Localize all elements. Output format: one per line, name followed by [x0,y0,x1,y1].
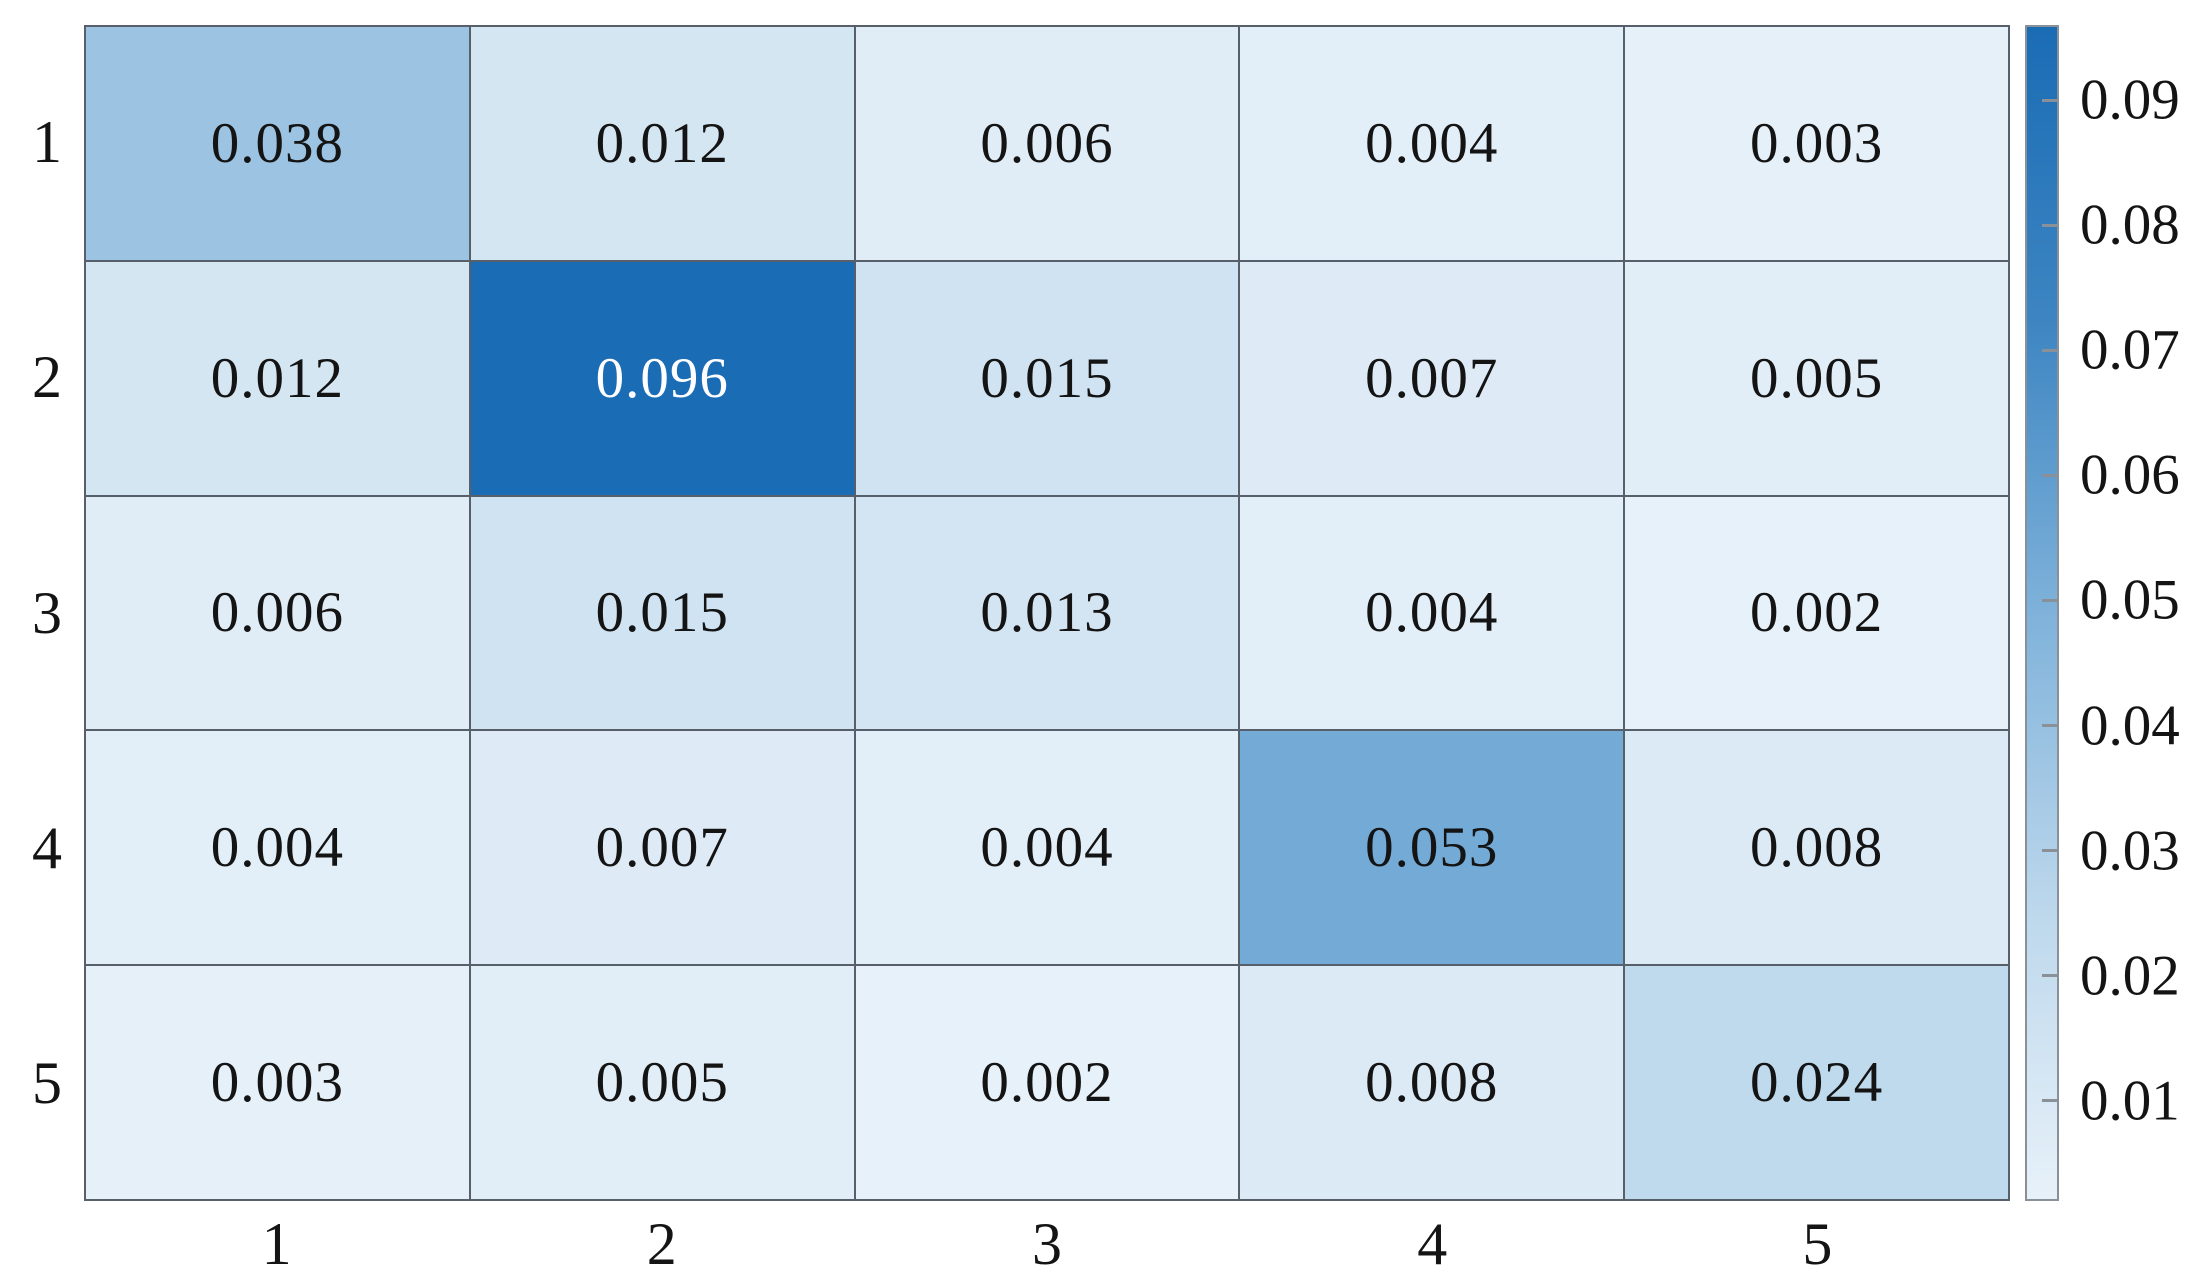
colorbar-tick-label: 0.02 [2080,944,2180,1008]
colorbar-tick [2042,98,2057,102]
x-axis-tick-label: 3 [1032,1210,1062,1277]
colorbar-tick [2042,849,2057,853]
colorbar-tick-label: 0.09 [2080,68,2180,132]
colorbar-tick-label: 0.06 [2080,443,2180,507]
heatmap-cell: 0.004 [1240,27,1624,260]
heatmap-cell: 0.004 [86,731,469,965]
y-axis-labels: 1 2 3 4 5 [0,25,70,1201]
colorbar-tick [2042,598,2057,602]
colorbar-tick-label: 0.01 [2080,1069,2180,1133]
x-axis-tick-label: 4 [1417,1210,1448,1277]
heatmap-cell: 0.004 [855,731,1239,965]
x-axis-tick-label: 5 [1802,1210,1833,1277]
colorbar-tick-label: 0.04 [2080,694,2180,758]
heatmap-cell: 0.007 [1240,261,1624,495]
heatmap-cell: 0.038 [86,27,469,260]
colorbar-gradient [2025,25,2059,1201]
heatmap-cell: 0.015 [855,261,1239,495]
heatmap-cell: 0.012 [86,261,469,495]
colorbar-tick-label: 0.03 [2080,819,2180,883]
colorbar-tick [2042,724,2057,728]
colorbar-tick-label: 0.05 [2080,568,2180,632]
heatmap-cell: 0.004 [1240,496,1624,730]
colorbar-tick [2042,473,2057,477]
heatmap-grid: 0.038 0.012 0.006 0.004 0.003 0.012 0.096 0.015… [84,25,2010,1201]
heatmap-cell: 0.003 [86,966,469,1199]
heatmap-cell: 0.005 [1625,261,2008,495]
y-axis-tick-label: 3 [32,579,62,646]
heatmap-cell: 0.013 [855,496,1239,730]
heatmap-cell: 0.008 [1625,731,2008,965]
colorbar-tick-label: 0.08 [2080,193,2180,257]
heatmap-cell: 0.006 [86,496,469,730]
x-axis-tick-label: 1 [261,1210,292,1277]
colorbar-tick-label: 0.07 [2080,318,2180,382]
heatmap-cell: 0.006 [855,27,1239,260]
y-axis-tick-label: 5 [32,1049,62,1116]
y-axis-tick-label: 2 [32,344,62,411]
colorbar-tick [2042,1099,2057,1103]
heatmap-cell: 0.096 [470,261,854,495]
heatmap-cell: 0.005 [470,966,854,1199]
y-axis-tick-label: 1 [32,109,62,176]
heatmap-cell: 0.012 [470,27,854,260]
heatmap-cell: 0.024 [1625,966,2008,1199]
x-axis-labels: 1 2 3 4 5 [84,1203,2010,1285]
heatmap-cell: 0.015 [470,496,854,730]
heatmap-cell: 0.002 [855,966,1239,1199]
y-axis-tick-label: 4 [32,814,62,881]
colorbar-tick [2042,223,2057,227]
colorbar-tick [2042,974,2057,978]
heatmap-cell: 0.008 [1240,966,1624,1199]
heatmap-cell: 0.007 [470,731,854,965]
heatmap-cell: 0.002 [1625,496,2008,730]
heatmap-cell: 0.003 [1625,27,2008,260]
x-axis-tick-label: 2 [646,1210,677,1277]
heatmap-cell: 0.053 [1240,731,1624,965]
colorbar-tick [2042,348,2057,352]
